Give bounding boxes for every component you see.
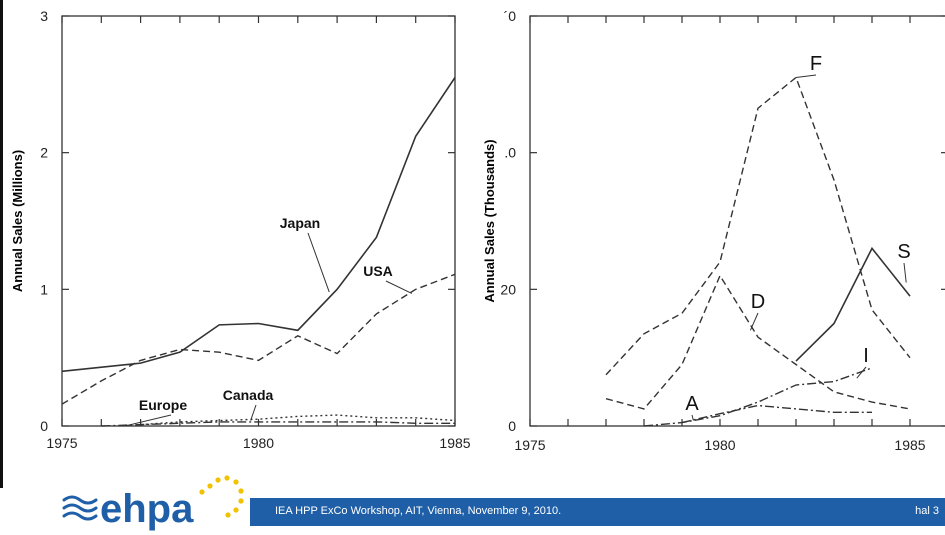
plot-frame xyxy=(529,15,945,427)
series-leader-usa xyxy=(385,280,412,294)
page-number: hal 3 xyxy=(915,505,939,517)
series-label-a: A xyxy=(685,393,699,415)
series-label-s: S xyxy=(897,241,910,263)
series-line-japan xyxy=(61,77,456,373)
x-tick-label: 1985 xyxy=(894,437,925,453)
series-label-canada: Canada xyxy=(223,387,274,403)
series-label-europe: Europe xyxy=(139,397,187,413)
ehpa-logo: ehpa xyxy=(62,475,244,531)
series-label-japan: Japan xyxy=(280,215,320,231)
series-line-f xyxy=(605,76,911,376)
x-tick-label: 1980 xyxy=(243,435,274,451)
y-tick-label: 3 xyxy=(40,8,48,24)
y-tick-label: .0 xyxy=(504,145,516,161)
series-leader-s xyxy=(903,262,907,283)
x-tick-label: 1980 xyxy=(704,437,735,453)
footer-caption: IEA HPP ExCo Workshop, AIT, Vienna, Nove… xyxy=(275,505,562,517)
x-tick-label: 1975 xyxy=(514,437,545,453)
y-tick-label: 2 xyxy=(40,145,48,161)
chart-right: 0 20 .0 ´0 1975 1980 1985 Annual Sales (Thousan… xyxy=(482,8,945,453)
series-leader-a xyxy=(691,414,694,421)
stars-icon xyxy=(199,475,244,518)
series-label-f: F xyxy=(810,53,822,75)
chart-left: 0 1 2 3 1975 1980 1985 Annual Sales (Millions) J… xyxy=(10,8,470,451)
series-leader-d xyxy=(749,312,759,331)
series-line-s xyxy=(795,246,911,362)
y-tick-label: ´0 xyxy=(504,8,517,24)
y-tick-label: 0 xyxy=(40,418,48,434)
series-leader-f xyxy=(795,74,817,78)
series-leader-i xyxy=(856,366,867,379)
series-line-europe xyxy=(101,421,455,427)
series-leader-canada xyxy=(250,404,257,421)
logo-text: ehpa xyxy=(100,487,194,531)
y-axis-label: Annual Sales (Millions) xyxy=(10,150,25,292)
series-leader-japan xyxy=(307,232,330,293)
series-line-usa xyxy=(61,273,456,405)
series-label-i: I xyxy=(863,345,869,367)
wave-icon xyxy=(62,495,98,521)
series-line-d xyxy=(605,274,911,410)
y-tick-label: 20 xyxy=(500,281,516,297)
series-line-i xyxy=(643,367,873,427)
series-label-d: D xyxy=(751,291,765,313)
x-tick-label: 1975 xyxy=(46,435,77,451)
series-line-a xyxy=(681,404,872,424)
slide-left-border xyxy=(0,0,3,535)
y-axis-label: Annual Sales (Thousands) xyxy=(482,139,497,302)
series-leader-europe xyxy=(124,414,172,427)
x-tick-label: 1985 xyxy=(439,435,470,451)
footer-band xyxy=(250,498,945,526)
y-tick-label: 0 xyxy=(508,418,516,434)
y-tick-label: 1 xyxy=(40,281,48,297)
series-label-usa: USA xyxy=(363,263,393,279)
